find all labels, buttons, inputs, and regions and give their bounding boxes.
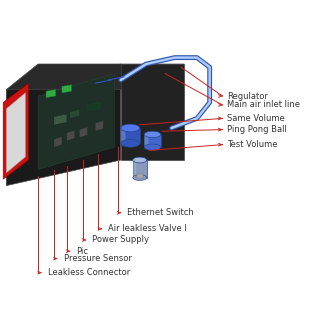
Polygon shape: [70, 109, 79, 118]
Polygon shape: [6, 93, 25, 173]
Ellipse shape: [144, 131, 161, 138]
Text: Air leakless Valve I: Air leakless Valve I: [108, 224, 187, 233]
Ellipse shape: [144, 144, 161, 150]
Polygon shape: [62, 85, 71, 93]
Polygon shape: [54, 114, 67, 125]
Ellipse shape: [133, 175, 147, 180]
Polygon shape: [67, 130, 75, 141]
Polygon shape: [133, 160, 136, 178]
Text: Power Supply: Power Supply: [92, 236, 149, 244]
Text: Regulator: Regulator: [227, 92, 268, 100]
Text: Ping Pong Ball: Ping Pong Ball: [227, 125, 287, 134]
Polygon shape: [133, 160, 147, 178]
Polygon shape: [121, 128, 125, 143]
Polygon shape: [6, 64, 121, 186]
Ellipse shape: [121, 140, 140, 147]
Polygon shape: [3, 83, 28, 179]
Text: Same Volume: Same Volume: [227, 114, 285, 123]
Polygon shape: [6, 64, 184, 90]
Polygon shape: [46, 90, 56, 98]
Text: Pic: Pic: [76, 247, 88, 256]
Polygon shape: [144, 134, 161, 147]
Polygon shape: [38, 74, 114, 170]
Polygon shape: [137, 174, 143, 178]
Text: Leakless Connector: Leakless Connector: [48, 268, 130, 277]
Polygon shape: [54, 137, 62, 147]
Polygon shape: [95, 121, 103, 131]
Text: Ethernet Switch: Ethernet Switch: [127, 208, 194, 217]
Text: Main air inlet line: Main air inlet line: [227, 100, 300, 109]
Polygon shape: [79, 127, 87, 138]
Ellipse shape: [133, 157, 147, 163]
Polygon shape: [121, 128, 140, 143]
Polygon shape: [121, 64, 184, 160]
Text: Test Volume: Test Volume: [227, 140, 278, 149]
Text: Pressure Sensor: Pressure Sensor: [64, 254, 132, 263]
Polygon shape: [144, 134, 148, 147]
Polygon shape: [86, 101, 102, 112]
Ellipse shape: [121, 124, 140, 132]
